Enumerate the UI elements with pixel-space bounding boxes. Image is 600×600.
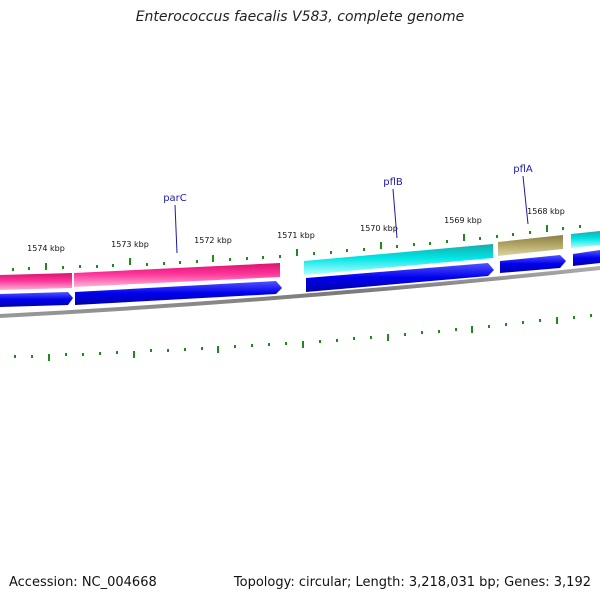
page-title: Enterococcus faecalis V583, complete gen… <box>135 9 465 25</box>
cds-track <box>0 250 600 307</box>
cds-arrow <box>0 292 73 307</box>
gene-feature-pflb <box>304 244 493 275</box>
gc-skew-ticks <box>14 314 592 361</box>
tick-label: 1568 kbp <box>527 207 565 216</box>
gene-feature <box>571 231 600 248</box>
gene-feature-pfla <box>498 235 563 256</box>
gene-label-parc: parC <box>163 193 187 204</box>
cds-arrow <box>500 255 566 273</box>
tick-label: 1571 kbp <box>277 231 315 240</box>
tick-labels: 1574 kbp 1573 kbp 1572 kbp 1571 kbp 1570… <box>27 207 565 253</box>
gene-labels: parC pflB pflA <box>163 164 533 254</box>
gene-leader-parc <box>174 204 178 254</box>
gene-leader-pfla <box>522 175 529 225</box>
tick-label: 1569 kbp <box>444 216 482 225</box>
genome-backbone <box>0 266 600 318</box>
gene-feature <box>0 273 72 290</box>
accession-text: Accession: NC_004668 <box>9 575 157 590</box>
tick-label: 1570 kbp <box>360 224 398 233</box>
cds-arrow <box>306 263 494 292</box>
cds-arrow <box>75 281 282 305</box>
upper-tick-marks <box>12 225 581 271</box>
gene-feature-parc <box>74 263 280 287</box>
genome-info-text: Topology: circular; Length: 3,218,031 bp… <box>233 575 591 590</box>
gene-label-pflb: pflB <box>383 177 403 188</box>
tick-label: 1572 kbp <box>194 236 232 245</box>
gene-label-pfla: pflA <box>513 164 533 175</box>
gene-track <box>0 231 600 290</box>
tick-label: 1574 kbp <box>27 244 65 253</box>
cds-arrow <box>573 250 600 266</box>
gene-leader-pflb <box>392 188 398 239</box>
tick-label: 1573 kbp <box>111 240 149 249</box>
